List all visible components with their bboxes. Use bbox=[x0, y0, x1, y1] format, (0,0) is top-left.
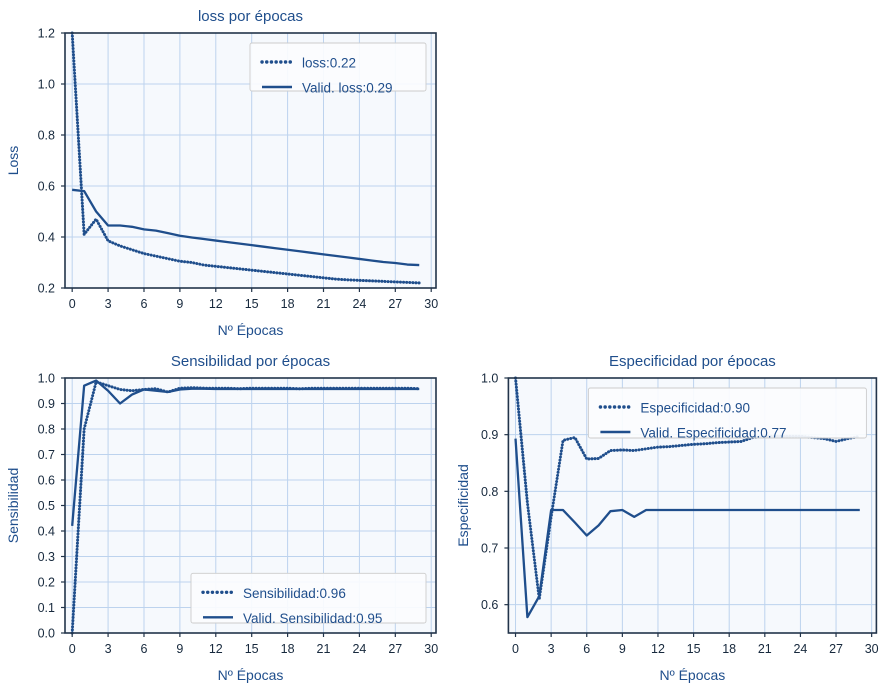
svg-text:21: 21 bbox=[317, 297, 331, 311]
svg-text:Nº Épocas: Nº Épocas bbox=[218, 322, 284, 338]
svg-text:24: 24 bbox=[352, 297, 366, 311]
svg-text:30: 30 bbox=[424, 642, 438, 656]
svg-text:27: 27 bbox=[388, 297, 402, 311]
svg-text:Valid. loss:0.29: Valid. loss:0.29 bbox=[302, 81, 393, 96]
svg-text:0.8: 0.8 bbox=[38, 423, 55, 437]
svg-text:12: 12 bbox=[209, 297, 223, 311]
svg-text:0.8: 0.8 bbox=[38, 129, 55, 143]
svg-text:30: 30 bbox=[424, 297, 438, 311]
svg-text:15: 15 bbox=[245, 642, 259, 656]
svg-text:27: 27 bbox=[829, 642, 843, 656]
svg-text:loss por épocas: loss por épocas bbox=[198, 8, 303, 25]
svg-text:24: 24 bbox=[352, 642, 366, 656]
svg-text:21: 21 bbox=[317, 642, 331, 656]
svg-text:0: 0 bbox=[512, 642, 519, 656]
svg-text:0.3: 0.3 bbox=[38, 550, 55, 564]
svg-text:0.0: 0.0 bbox=[38, 627, 55, 641]
svg-text:Valid. Sensibilidad:0.95: Valid. Sensibilidad:0.95 bbox=[243, 611, 382, 626]
svg-text:9: 9 bbox=[619, 642, 626, 656]
svg-text:0.9: 0.9 bbox=[38, 397, 55, 411]
svg-text:18: 18 bbox=[281, 642, 295, 656]
svg-text:27: 27 bbox=[388, 642, 402, 656]
svg-text:1.0: 1.0 bbox=[481, 372, 498, 386]
svg-text:6: 6 bbox=[583, 642, 590, 656]
svg-text:12: 12 bbox=[209, 642, 223, 656]
svg-text:Valid. Especificidad:0.77: Valid. Especificidad:0.77 bbox=[640, 426, 786, 441]
svg-text:Nº Épocas: Nº Épocas bbox=[659, 667, 725, 683]
svg-text:3: 3 bbox=[105, 297, 112, 311]
svg-text:0: 0 bbox=[69, 642, 76, 656]
svg-text:1.0: 1.0 bbox=[38, 78, 55, 92]
svg-text:0.4: 0.4 bbox=[38, 525, 55, 539]
svg-text:15: 15 bbox=[245, 297, 259, 311]
svg-text:0.1: 0.1 bbox=[38, 601, 55, 615]
svg-text:18: 18 bbox=[722, 642, 736, 656]
svg-text:9: 9 bbox=[176, 642, 183, 656]
svg-text:6: 6 bbox=[141, 642, 148, 656]
svg-text:0.6: 0.6 bbox=[38, 180, 55, 194]
svg-text:0.4: 0.4 bbox=[38, 231, 55, 245]
svg-text:0.2: 0.2 bbox=[38, 282, 55, 296]
svg-text:0.7: 0.7 bbox=[38, 448, 55, 462]
svg-text:0.5: 0.5 bbox=[38, 499, 55, 513]
svg-text:Sensibilidad por épocas: Sensibilidad por épocas bbox=[171, 353, 330, 370]
svg-text:15: 15 bbox=[687, 642, 701, 656]
svg-text:0.8: 0.8 bbox=[481, 485, 498, 499]
svg-text:3: 3 bbox=[548, 642, 555, 656]
svg-text:0.2: 0.2 bbox=[38, 576, 55, 590]
svg-text:21: 21 bbox=[758, 642, 772, 656]
svg-text:Sensibilidad: Sensibilidad bbox=[5, 468, 21, 544]
svg-text:0: 0 bbox=[69, 297, 76, 311]
svg-text:0.9: 0.9 bbox=[481, 428, 498, 442]
svg-text:3: 3 bbox=[105, 642, 112, 656]
svg-text:0.7: 0.7 bbox=[481, 542, 498, 556]
svg-text:1.0: 1.0 bbox=[38, 372, 55, 386]
svg-text:6: 6 bbox=[141, 297, 148, 311]
svg-text:Especificidad: Especificidad bbox=[455, 464, 471, 547]
svg-text:loss:0.22: loss:0.22 bbox=[302, 56, 356, 71]
svg-text:0.6: 0.6 bbox=[481, 598, 498, 612]
svg-text:Especificidad por épocas: Especificidad por épocas bbox=[609, 353, 776, 370]
svg-text:12: 12 bbox=[651, 642, 665, 656]
svg-text:9: 9 bbox=[176, 297, 183, 311]
svg-text:Nº Épocas: Nº Épocas bbox=[218, 667, 284, 683]
svg-text:0.6: 0.6 bbox=[38, 474, 55, 488]
svg-text:Loss: Loss bbox=[5, 146, 21, 176]
svg-text:Especificidad:0.90: Especificidad:0.90 bbox=[640, 401, 750, 416]
svg-text:24: 24 bbox=[793, 642, 807, 656]
svg-text:1.2: 1.2 bbox=[38, 27, 55, 41]
svg-text:30: 30 bbox=[865, 642, 879, 656]
svg-text:Sensibilidad:0.96: Sensibilidad:0.96 bbox=[243, 586, 346, 601]
svg-text:18: 18 bbox=[281, 297, 295, 311]
